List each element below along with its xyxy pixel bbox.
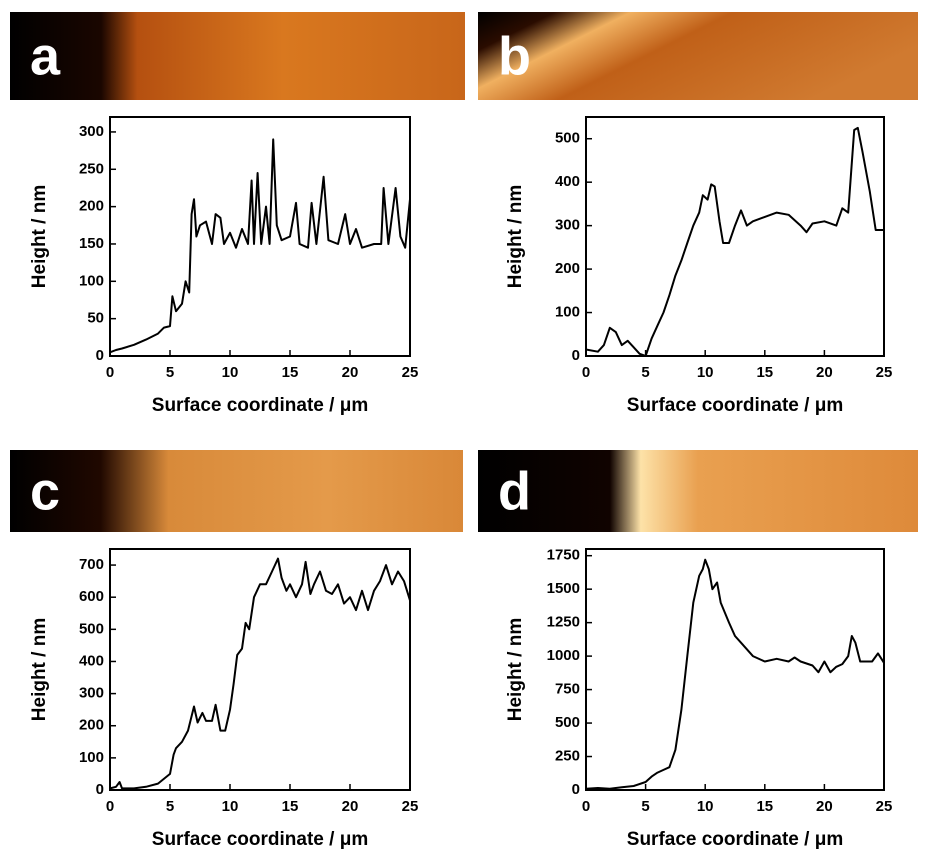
x-tick-label: 5 xyxy=(166,364,174,381)
x-axis-label: Surface coordinate / μm xyxy=(627,829,843,850)
panel-label: b xyxy=(498,26,531,86)
y-tick-label: 600 xyxy=(79,588,104,605)
y-tick-label: 200 xyxy=(555,260,580,277)
x-tick-label: 5 xyxy=(166,798,174,815)
y-tick-label: 200 xyxy=(79,717,104,734)
y-tick-label: 400 xyxy=(555,173,580,190)
y-tick-label: 250 xyxy=(79,160,104,177)
x-tick-label: 20 xyxy=(816,798,833,815)
y-tick-label: 300 xyxy=(79,123,104,140)
x-tick-label: 10 xyxy=(697,364,714,381)
x-tick-label: 0 xyxy=(106,364,114,381)
y-tick-label: 500 xyxy=(555,130,580,147)
x-tick-label: 0 xyxy=(582,798,590,815)
y-tick-label: 1500 xyxy=(547,580,580,597)
y-tick-label: 500 xyxy=(555,714,580,731)
x-tick-label: 25 xyxy=(402,798,419,815)
y-tick-label: 100 xyxy=(79,749,104,766)
y-tick-label: 500 xyxy=(79,620,104,637)
y-tick-label: 1250 xyxy=(547,614,580,631)
y-axis-label: Height / nm xyxy=(505,185,526,288)
y-tick-label: 300 xyxy=(79,685,104,702)
y-tick-label: 200 xyxy=(79,198,104,215)
x-tick-label: 10 xyxy=(222,364,239,381)
x-tick-label: 0 xyxy=(582,364,590,381)
y-tick-label: 0 xyxy=(572,781,580,798)
y-tick-label: 100 xyxy=(79,272,104,289)
x-tick-label: 10 xyxy=(222,798,239,815)
y-tick-label: 100 xyxy=(555,304,580,321)
x-axis-label: Surface coordinate / μm xyxy=(152,395,368,416)
afm-image xyxy=(478,450,918,532)
data-line xyxy=(109,557,411,790)
y-tick-label: 150 xyxy=(79,235,104,252)
y-tick-label: 750 xyxy=(555,681,580,698)
data-line xyxy=(585,126,884,357)
x-tick-label: 5 xyxy=(641,798,649,815)
x-tick-label: 10 xyxy=(697,798,714,815)
y-axis-label: Height / nm xyxy=(505,618,526,721)
y-tick-label: 1000 xyxy=(547,647,580,664)
x-tick-label: 20 xyxy=(342,364,359,381)
y-tick-label: 50 xyxy=(87,310,104,327)
x-tick-label: 25 xyxy=(876,798,893,815)
plot-frame xyxy=(585,116,885,357)
y-tick-label: 300 xyxy=(555,217,580,234)
plot-frame xyxy=(109,116,411,357)
data-line xyxy=(109,138,411,354)
x-tick-label: 15 xyxy=(282,364,299,381)
x-tick-label: 20 xyxy=(342,798,359,815)
y-tick-label: 1750 xyxy=(547,547,580,564)
x-tick-label: 15 xyxy=(756,364,773,381)
y-tick-label: 0 xyxy=(96,347,104,364)
x-axis-label: Surface coordinate / μm xyxy=(152,829,368,850)
y-tick-label: 0 xyxy=(96,781,104,798)
afm-image xyxy=(10,450,463,532)
x-tick-label: 0 xyxy=(106,798,114,815)
x-tick-label: 20 xyxy=(816,364,833,381)
y-tick-label: 700 xyxy=(79,556,104,573)
y-tick-label: 250 xyxy=(555,747,580,764)
panel-label: d xyxy=(498,461,531,521)
y-axis-label: Height / nm xyxy=(29,185,50,288)
y-tick-label: 0 xyxy=(572,347,580,364)
panel-label: a xyxy=(30,26,61,86)
plot-frame xyxy=(109,548,411,791)
y-axis-label: Height / nm xyxy=(29,618,50,721)
y-tick-label: 400 xyxy=(79,652,104,669)
plot-frame xyxy=(585,548,885,791)
x-tick-label: 5 xyxy=(641,364,649,381)
x-tick-label: 15 xyxy=(282,798,299,815)
data-line xyxy=(585,558,885,790)
x-tick-label: 25 xyxy=(876,364,893,381)
x-tick-label: 15 xyxy=(756,798,773,815)
afm-image xyxy=(478,12,918,100)
panel-label: c xyxy=(30,461,60,521)
x-tick-label: 25 xyxy=(402,364,419,381)
x-axis-label: Surface coordinate / μm xyxy=(627,395,843,416)
afm-image xyxy=(10,12,465,100)
